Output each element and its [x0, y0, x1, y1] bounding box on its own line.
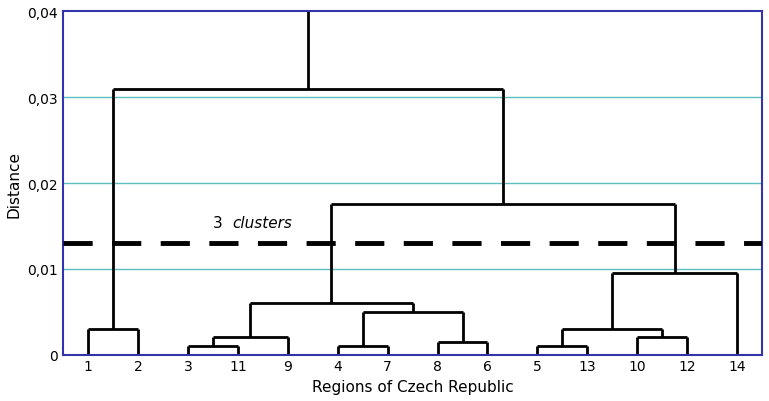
- Text: clusters: clusters: [232, 216, 291, 231]
- X-axis label: Regions of Czech Republic: Regions of Czech Republic: [311, 379, 514, 394]
- Y-axis label: Distance: Distance: [7, 150, 22, 217]
- Text: 3: 3: [213, 216, 228, 231]
